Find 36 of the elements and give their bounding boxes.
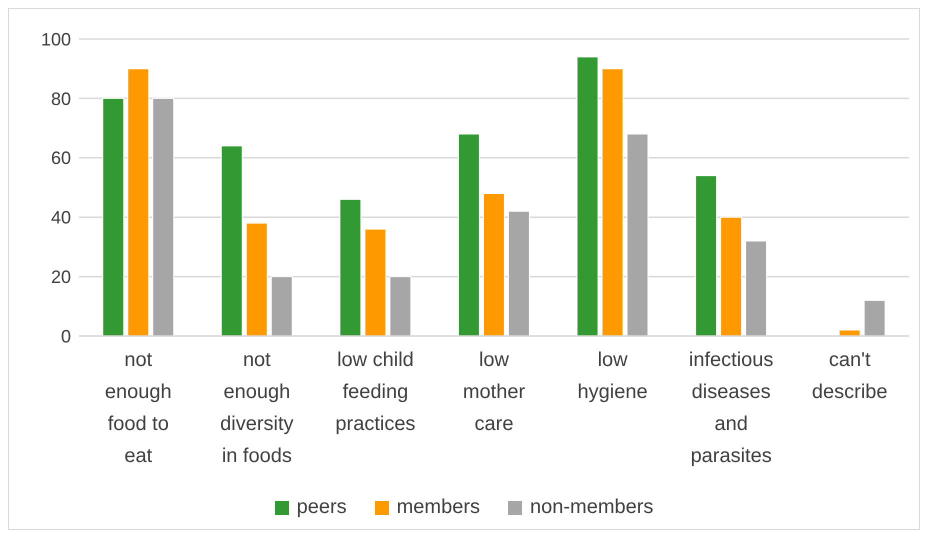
x-tick-label: low mother care	[462, 349, 526, 435]
bar	[864, 300, 886, 336]
legend-label: members	[396, 496, 480, 519]
bar	[270, 276, 293, 336]
bar	[102, 98, 124, 336]
y-tick-label: 40	[50, 208, 71, 228]
x-tick-label: low hygiene	[578, 349, 648, 403]
bar	[602, 68, 624, 336]
bar	[482, 192, 505, 336]
y-tick-label: 60	[50, 148, 71, 168]
bar	[127, 68, 150, 336]
x-tick-label: not enough food to eat	[104, 349, 172, 467]
bar	[220, 145, 243, 336]
bar	[745, 240, 768, 336]
x-tick-label: low child feeding practices	[335, 349, 416, 435]
bar	[576, 56, 598, 336]
bar	[246, 222, 268, 336]
y-tick-label: 80	[50, 88, 71, 109]
bar	[838, 330, 861, 336]
bar	[389, 276, 412, 336]
legend-label: non-members	[529, 496, 654, 519]
x-tick-label: can't describe	[812, 349, 888, 403]
bar	[720, 216, 742, 336]
y-tick-label: 100	[40, 29, 71, 50]
bar	[458, 134, 480, 336]
y-tick-label: 20	[50, 266, 71, 287]
bar	[508, 210, 530, 336]
bar	[626, 134, 648, 336]
x-tick-label: infectious diseases and parasites	[688, 349, 774, 467]
bar	[364, 228, 386, 336]
x-tick-label: not enough diversity in foods	[220, 349, 294, 467]
bar	[152, 98, 174, 336]
bar	[695, 175, 718, 336]
y-tick-label: 0	[60, 326, 71, 346]
bar	[339, 198, 362, 336]
legend-label: peers	[296, 496, 347, 519]
